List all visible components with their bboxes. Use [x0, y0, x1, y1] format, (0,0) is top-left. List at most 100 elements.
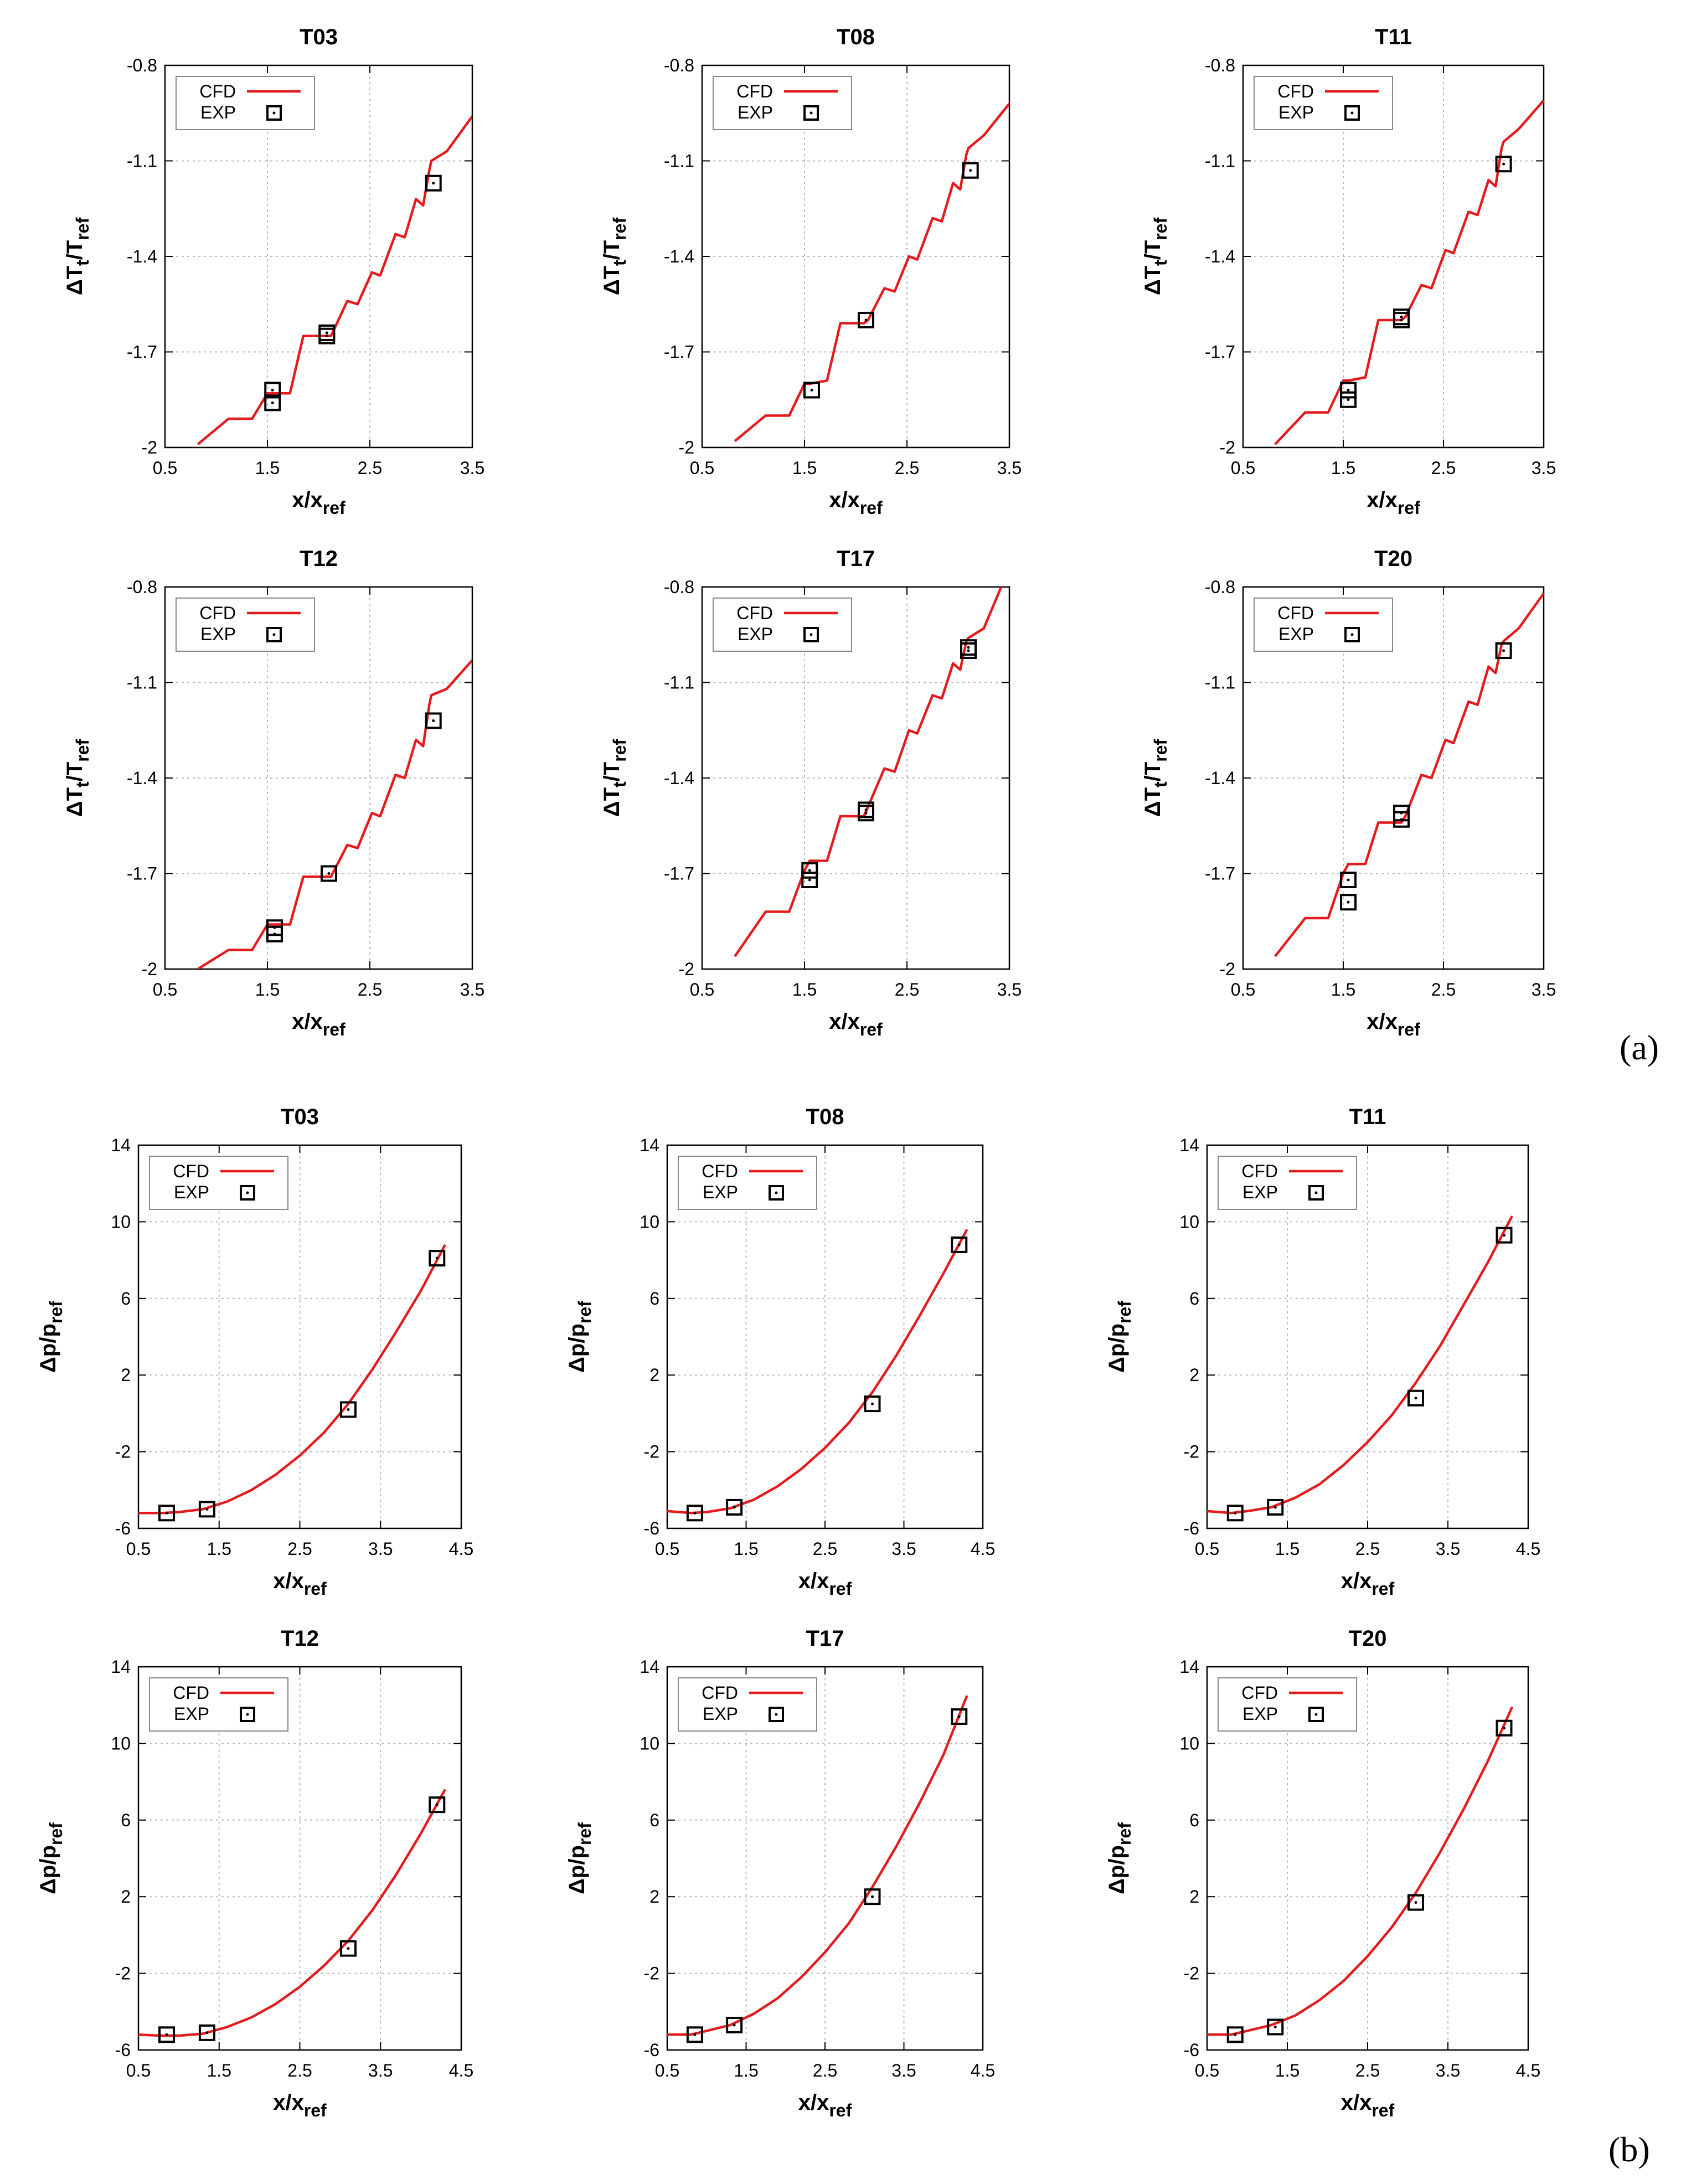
- x-tick-label: 4.5: [1516, 1539, 1540, 1559]
- exp-point-marker: [1267, 1498, 1284, 1516]
- plot-frame: [1206, 1666, 1529, 2051]
- exp-point-dot: [733, 1506, 736, 1509]
- y-tick-label: 10: [640, 1733, 659, 1753]
- x-tick-label: 3.5: [1532, 980, 1556, 1000]
- y-tick-label: -1.1: [127, 151, 157, 171]
- exp-point-dot: [1414, 1397, 1417, 1400]
- plot-frame: [164, 64, 473, 449]
- legend-box: [678, 1677, 817, 1732]
- y-tick-label: 6: [1189, 1289, 1199, 1309]
- exp-point-marker: [429, 1250, 446, 1267]
- exp-point-marker: [1226, 2026, 1244, 2043]
- y-tick-label: 14: [640, 1657, 659, 1677]
- exp-point-marker: [264, 394, 281, 411]
- plot-frame: [666, 1666, 984, 2051]
- y-tick-label: 14: [1179, 1135, 1199, 1155]
- exp-point-marker: [858, 312, 874, 328]
- y-tick-label: 6: [649, 1810, 659, 1830]
- exp-point-marker: [1407, 1389, 1424, 1407]
- y-tick-label: -1.4: [664, 768, 694, 788]
- cfd-series-line: [1207, 1706, 1514, 2036]
- y-tick-label: 14: [1179, 1657, 1199, 1677]
- x-tick-label: 1.5: [792, 980, 817, 1000]
- legend-cfd-label: CFD: [1277, 81, 1314, 101]
- legend-exp-label: EXP: [738, 624, 773, 644]
- y-tick-label: 2: [1189, 1887, 1199, 1907]
- x-axis-label: x/xref: [1367, 488, 1420, 518]
- exp-point-dot: [1503, 1234, 1505, 1237]
- legend-box: [713, 76, 852, 130]
- exp-point-marker: [1495, 642, 1512, 659]
- y-tick-label: -0.8: [1205, 55, 1235, 75]
- legend-exp-label: EXP: [200, 102, 236, 122]
- exp-point-marker: [858, 805, 874, 822]
- y-tick-label: -1.1: [127, 673, 157, 693]
- legend-cfd-label: CFD: [702, 1683, 738, 1703]
- chart-title: T17: [806, 1626, 844, 1651]
- exp-point-marker: [1340, 872, 1357, 888]
- y-axis-label: Δp/pref: [36, 1301, 66, 1373]
- exp-point-marker: [1226, 1505, 1244, 1522]
- x-tick-label: 1.5: [1275, 1539, 1300, 1559]
- legend-box: [149, 1677, 288, 1732]
- exp-point-marker: [1496, 1227, 1513, 1244]
- legend-exp-label: EXP: [703, 1704, 738, 1724]
- plot-area: [667, 1229, 968, 1515]
- exp-point-dot: [871, 1895, 874, 1898]
- exp-point-marker: [1340, 382, 1357, 399]
- legend-exp-swatch: [266, 627, 282, 642]
- x-tick-label: 1.5: [1331, 458, 1355, 478]
- exp-point-marker: [158, 2026, 176, 2043]
- x-axis-label: x/xref: [1341, 1569, 1395, 1599]
- x-axis-label: x/xref: [1367, 1009, 1420, 1039]
- exp-point-marker: [429, 1796, 446, 1814]
- chart-b-T20: 0.5 1.5 2.5 3.5 4.5 -6 -2 2 6 10 14 T20 x/xref Δp/pre…: [1105, 1626, 1540, 2120]
- y-tick-label: -1.7: [1205, 342, 1235, 362]
- exp-point-dot: [1234, 2033, 1237, 2036]
- x-tick-label: 0.5: [1231, 458, 1255, 478]
- chart-b-T17: 0.5 1.5 2.5 3.5 4.5 -6 -2 2 6 10 14 T17 x/xref Δp/pre…: [565, 1626, 995, 2120]
- y-tick-label: -6: [115, 1518, 131, 1538]
- y-tick-label: -0.8: [127, 55, 157, 75]
- chart-a-T17: 0.5 1.5 2.5 3.5 -2 -1.7 -1.4 -1.1 -0.8 T17 x/xref Δ…: [600, 547, 1022, 1039]
- legend-exp-dot: [775, 1191, 778, 1194]
- legend-exp-label: EXP: [174, 1704, 209, 1724]
- exp-point-dot: [1347, 389, 1350, 392]
- exp-point-dot: [967, 646, 970, 649]
- x-tick-label: 0.5: [153, 458, 177, 478]
- chart-b-T08: 0.5 1.5 2.5 3.5 4.5 -6 -2 2 6 10 14 T08 x/xref Δp/pre…: [565, 1105, 995, 1599]
- plot-frame: [1242, 586, 1545, 970]
- exp-point-dot: [432, 719, 435, 722]
- exp-point-dot: [693, 2033, 697, 2036]
- y-tick-label: -1.4: [664, 246, 694, 266]
- chart-title: T08: [806, 1105, 844, 1129]
- x-tick-label: 0.5: [1195, 2061, 1219, 2080]
- legend-exp-swatch: [769, 1185, 784, 1201]
- y-tick-label: -0.8: [1205, 577, 1235, 597]
- y-tick-label: -1.4: [1205, 246, 1235, 266]
- y-tick-label: 14: [640, 1135, 659, 1155]
- plot-frame: [701, 64, 1010, 449]
- x-tick-label: 0.5: [126, 2061, 151, 2080]
- x-tick-label: 0.5: [1231, 980, 1255, 1000]
- x-tick-label: 1.5: [734, 1539, 758, 1559]
- x-axis-label: x/xref: [829, 1009, 883, 1039]
- exp-point-dot: [205, 2031, 209, 2034]
- exp-point-dot: [432, 182, 435, 185]
- legend-cfd-label: CFD: [1277, 603, 1314, 623]
- y-tick-label: -2: [679, 437, 694, 457]
- legend-exp-dot: [810, 111, 813, 115]
- exp-point-dot: [957, 1243, 961, 1246]
- x-axis-label: x/xref: [829, 488, 883, 518]
- cfd-series-line: [138, 1244, 446, 1515]
- y-tick-label: -2: [1184, 1442, 1199, 1462]
- y-axis-label: ΔTt/Tref: [63, 739, 92, 817]
- exp-point-dot: [810, 389, 813, 392]
- x-tick-label: 4.5: [449, 2061, 473, 2080]
- exp-point-marker: [686, 2026, 703, 2043]
- exp-point-marker: [803, 382, 820, 399]
- legend-exp-label: EXP: [1278, 102, 1314, 122]
- exp-point-dot: [1347, 878, 1350, 882]
- chart-b-T11: 0.5 1.5 2.5 3.5 4.5 -6 -2 2 6 10 14 T11 x/xref Δp/pre…: [1105, 1105, 1540, 1599]
- exp-point-marker: [1496, 1719, 1513, 1737]
